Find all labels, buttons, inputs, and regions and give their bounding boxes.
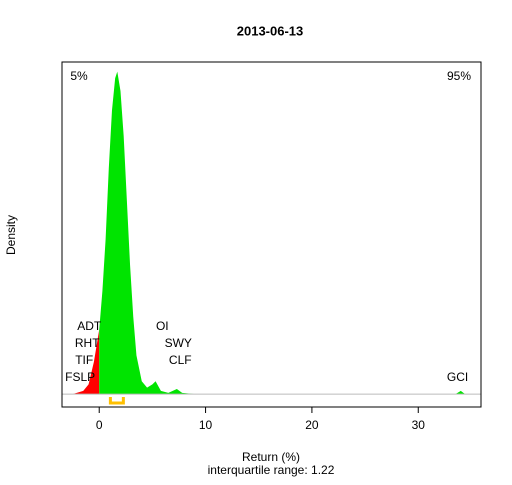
stock-label: SWY [165, 336, 192, 350]
x-tick-label: 0 [96, 418, 103, 432]
x-axis-label: Return (%) [242, 450, 300, 464]
stock-label: RHT [75, 336, 100, 350]
y-axis-label: Density [4, 215, 18, 255]
x-tick-label: 20 [305, 418, 319, 432]
left-tail-label: 5% [70, 69, 88, 83]
subtitle: interquartile range: 1.22 [208, 463, 335, 477]
stock-label: TIF [75, 353, 93, 367]
density-area [99, 71, 466, 395]
x-tick-label: 10 [199, 418, 213, 432]
iqr-bracket [108, 397, 125, 405]
stock-label: GCI [447, 370, 468, 384]
right-tail-label: 95% [447, 69, 471, 83]
x-tick-label: 30 [412, 418, 426, 432]
stock-label: CLF [169, 353, 192, 367]
plot-box [61, 61, 482, 408]
chart-title: 2013-06-13 [237, 23, 304, 38]
density-area [72, 329, 100, 395]
stock-label: OI [156, 319, 169, 333]
stock-label: FSLP [65, 370, 95, 384]
stock-label: ADT [77, 319, 102, 333]
